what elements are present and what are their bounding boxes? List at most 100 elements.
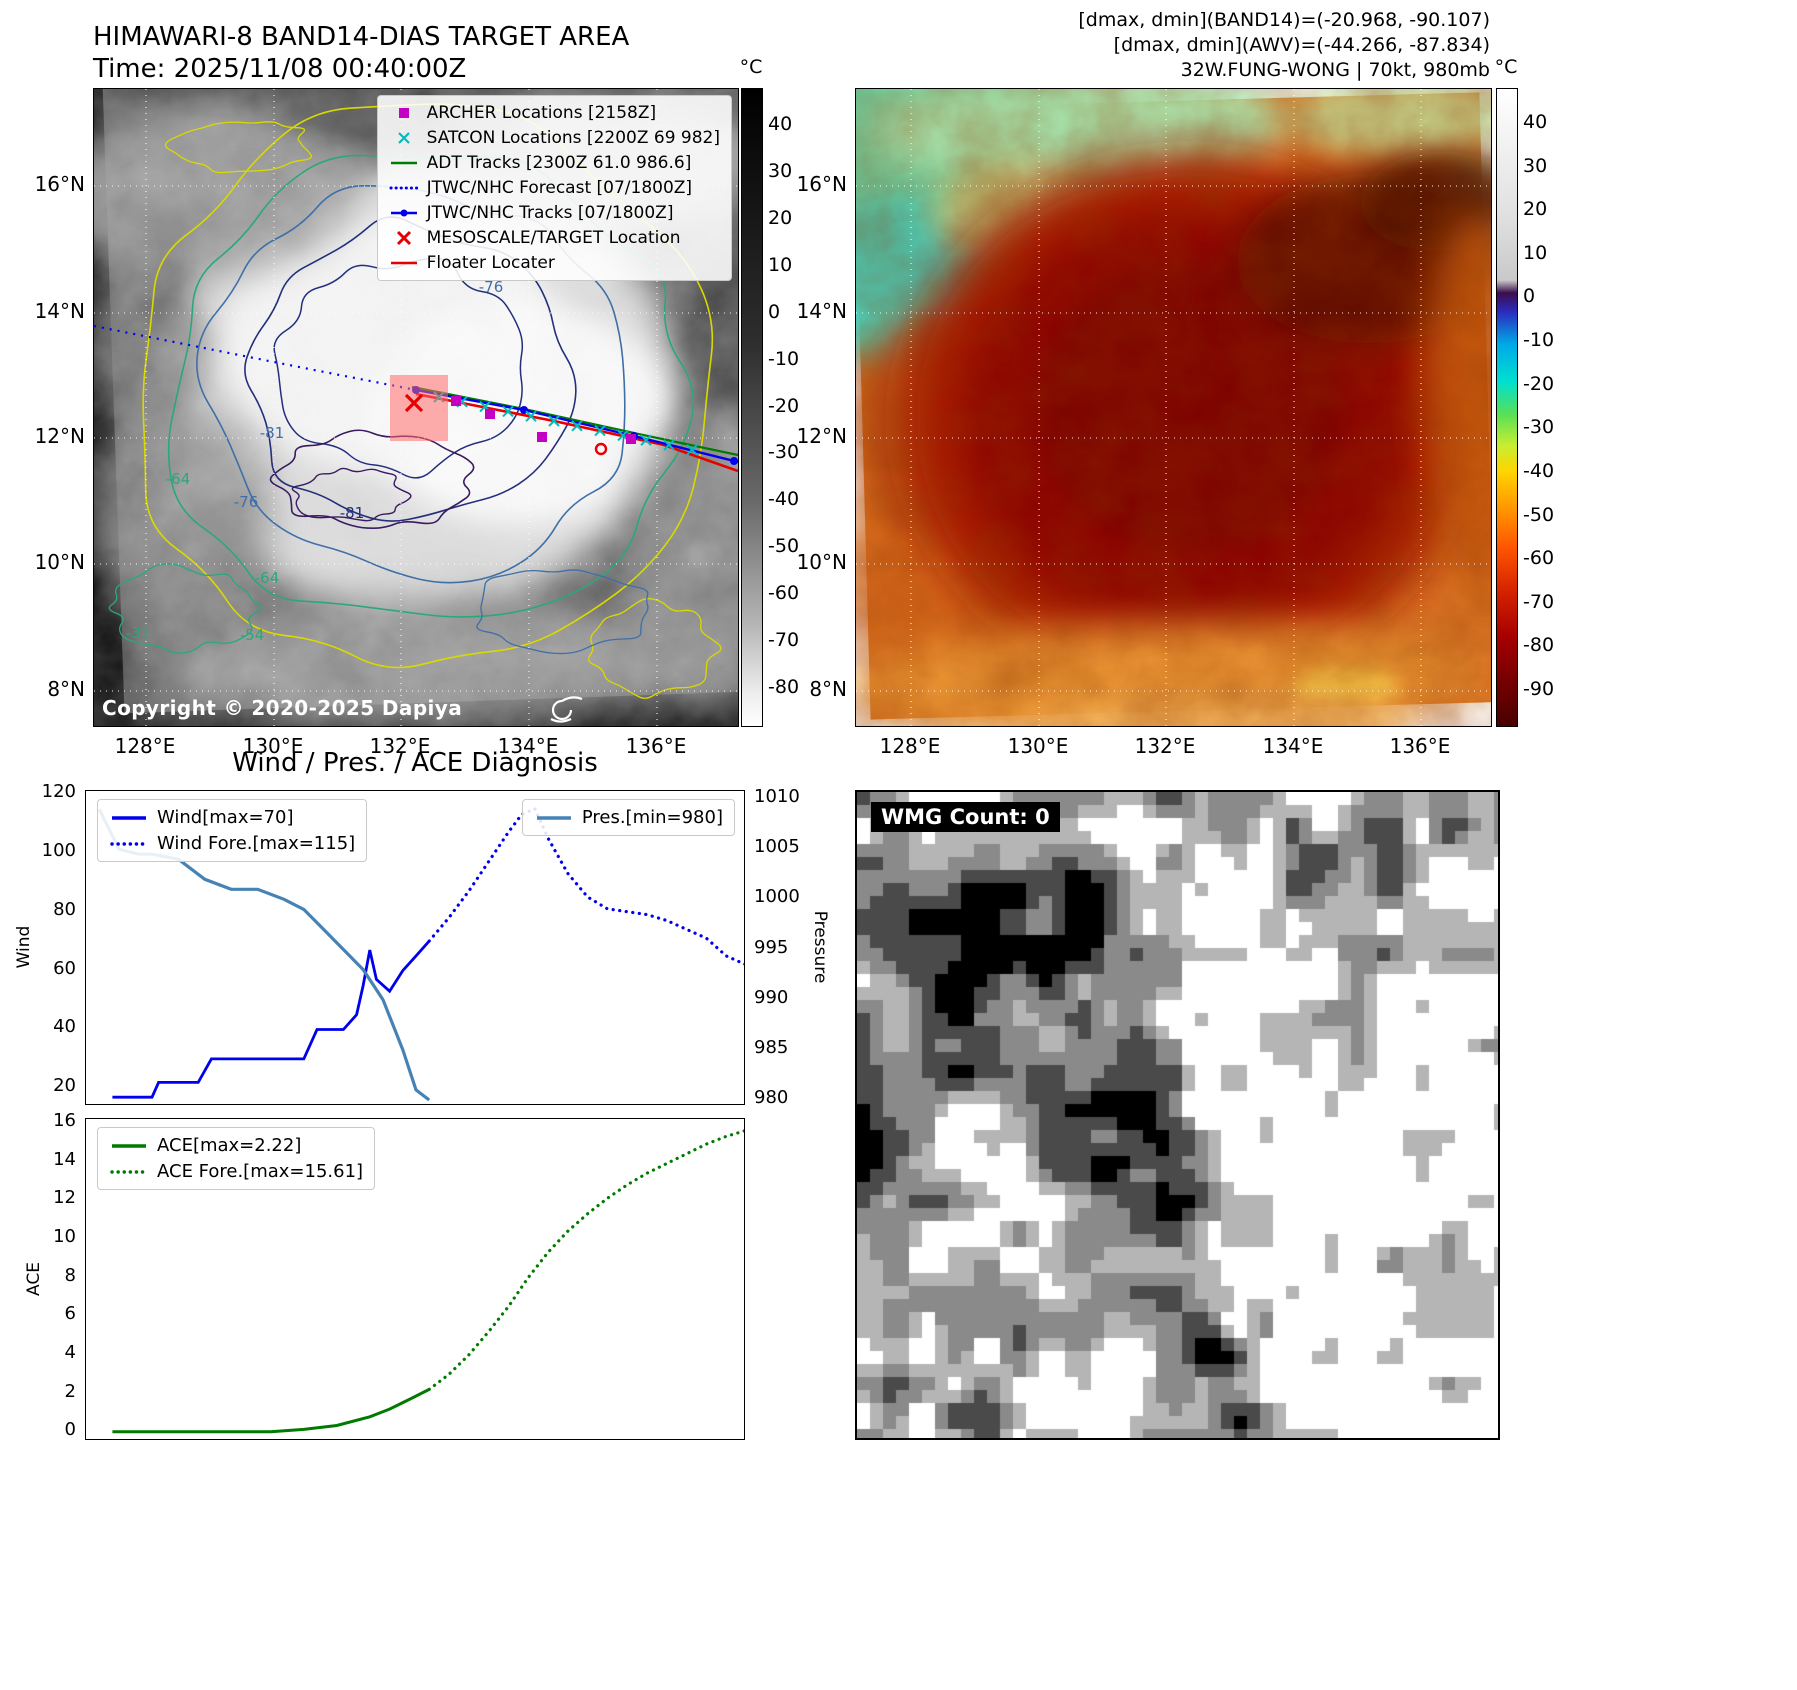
tick-label: 60 [53, 957, 76, 979]
colorbar-tick-label: 30 [768, 160, 793, 183]
colorbar-tick-label: -40 [1523, 459, 1555, 482]
lat-tick-label: 10°N [34, 550, 85, 574]
x-marker [571, 420, 583, 432]
awv-title-line2: [dmax, dmin](AWV)=(-44.266, -87.834) [1113, 34, 1490, 56]
tick-label: 20 [53, 1075, 76, 1097]
contour-label: -64 [165, 470, 191, 488]
lat-tick-label: 14°N [796, 299, 847, 323]
lat-tick-label: 10°N [796, 550, 847, 574]
colorbar-tick-label: -10 [1523, 329, 1555, 352]
lon-tick-label: 130°E [1007, 734, 1069, 758]
colorbar-tick-label: -60 [768, 581, 800, 604]
tick-label: 995 [754, 936, 789, 958]
contour-line [269, 429, 475, 530]
lon-tick-label: 128°E [879, 734, 941, 758]
wmg-grid-image [857, 792, 1498, 1438]
wind-legend: Wind[max=70] Wind Fore.[max=115] [97, 799, 368, 862]
contour-label: -76 [478, 278, 504, 296]
tick-label: 0 [64, 1419, 76, 1441]
colorbar-tick-label: -70 [1523, 590, 1555, 613]
x-marker [397, 132, 410, 144]
copyright-text: Copyright © 2020-2025 Dapiya [102, 696, 463, 720]
colorbar-tick-label: 40 [1523, 110, 1548, 133]
lat-tick-label: 16°N [796, 172, 847, 196]
colorbar-tick-label: 10 [1523, 241, 1548, 264]
lon-tick-label: 136°E [1389, 734, 1451, 758]
tick-label: 1010 [754, 786, 800, 808]
line-legend-marker-icon [390, 161, 417, 165]
adt-track [411, 385, 738, 457]
colorbar-tick-label: 0 [1523, 285, 1536, 308]
band14-time: Time: 2025/11/08 00:40:00Z [93, 54, 467, 84]
awv-svg [856, 89, 1491, 726]
awv-satellite-image [856, 89, 1491, 726]
lon-tick-label: 132°E [1134, 734, 1196, 758]
band14-colorbar-unit: °C [739, 56, 763, 78]
x-marker [502, 405, 514, 418]
colorbar-tick-label: -30 [768, 441, 800, 464]
colorbar-tick-label: -30 [1523, 416, 1555, 439]
x-legend-marker-icon [397, 132, 410, 144]
line-sample-icon [112, 815, 146, 820]
contour-line [273, 257, 524, 479]
band14-colorbar [741, 88, 763, 727]
diagnosis-title: Wind / Pres. / ACE Diagnosis [232, 748, 598, 778]
colorbar-tick-label: 0 [768, 300, 781, 323]
line-legend-marker-icon [390, 261, 417, 265]
colorbar-tick-label: -10 [768, 347, 800, 370]
colorbar-tick-label: 40 [768, 113, 793, 136]
cyclone-symbol-icon [550, 696, 583, 723]
legend-item-label: Pres.[min=980] [581, 807, 723, 828]
x-marker [640, 434, 652, 446]
legend-item: ARCHER Locations [2158Z] [389, 103, 720, 123]
ace-legend: ACE[max=2.22] ACE Fore.[max=15.61] [97, 1127, 376, 1190]
legend-item: MESOSCALE/TARGET Location [389, 228, 720, 248]
lat-tick-label: 8°N [47, 677, 85, 701]
contour-label: -81 [339, 504, 365, 522]
archer-marker [485, 409, 495, 419]
legend-item: Wind Fore.[max=115] [109, 833, 355, 854]
line-sample-icon [110, 841, 148, 846]
tick-label: 10 [53, 1225, 76, 1247]
x-marker [396, 230, 411, 246]
colorbar-tick-label: -40 [768, 488, 800, 511]
line-dot-legend-marker-icon [390, 209, 417, 217]
band14-title: HIMAWARI-8 BAND14-DIAS TARGET AREA [93, 22, 630, 52]
wmg-panel: WMG Count: 0 [855, 790, 1500, 1440]
colorbar-tick-label: -20 [1523, 372, 1555, 395]
x-marker [479, 400, 491, 413]
legend-item-label: MESOSCALE/TARGET Location [426, 228, 681, 248]
pressure-axis-label: Pressure [810, 910, 830, 984]
legend-item-label: ADT Tracks [2300Z 61.0 986.6] [426, 153, 692, 173]
legend-item-label: ARCHER Locations [2158Z] [426, 103, 657, 123]
lon-tick-label: 134°E [1262, 734, 1324, 758]
colorbar-tick-label: -90 [1523, 678, 1555, 701]
legend-item-label: ACE Fore.[max=15.61] [157, 1161, 364, 1182]
colorbar-tick-label: -50 [768, 535, 800, 557]
lon-tick-label: 130°E [242, 734, 304, 758]
line-sample-icon [110, 1169, 148, 1174]
legend-item: Pres.[min=980] [534, 807, 723, 828]
x-marker [594, 424, 606, 437]
tick-label: 1005 [754, 836, 800, 858]
legend-item-label: Wind[max=70] [157, 807, 294, 828]
legend-item-label: ACE[max=2.22] [157, 1135, 302, 1156]
tick-label: 120 [41, 780, 76, 802]
colorbar-tick-label: -80 [1523, 634, 1555, 657]
tick-label: 4 [64, 1341, 76, 1363]
legend-item-label: SATCON Locations [2200Z 69 982] [426, 128, 720, 148]
x-marker [525, 410, 537, 422]
colorbar-tick-label: -50 [1523, 503, 1555, 526]
contour-label: -54 [239, 626, 265, 644]
tick-label: 2 [64, 1380, 76, 1402]
pressure-legend: Pres.[min=980] [521, 799, 735, 836]
colorbar-tick-label: 10 [768, 253, 793, 276]
legend-item-label: JTWC/NHC Tracks [07/1800Z] [426, 203, 674, 223]
jtwc-forecast-track [94, 324, 417, 392]
contour-line [588, 598, 722, 699]
contour-line [476, 569, 649, 655]
legend-item: ACE Fore.[max=15.61] [109, 1161, 363, 1182]
x-marker [404, 393, 424, 413]
series-Wind[max=70] [112, 940, 431, 1099]
